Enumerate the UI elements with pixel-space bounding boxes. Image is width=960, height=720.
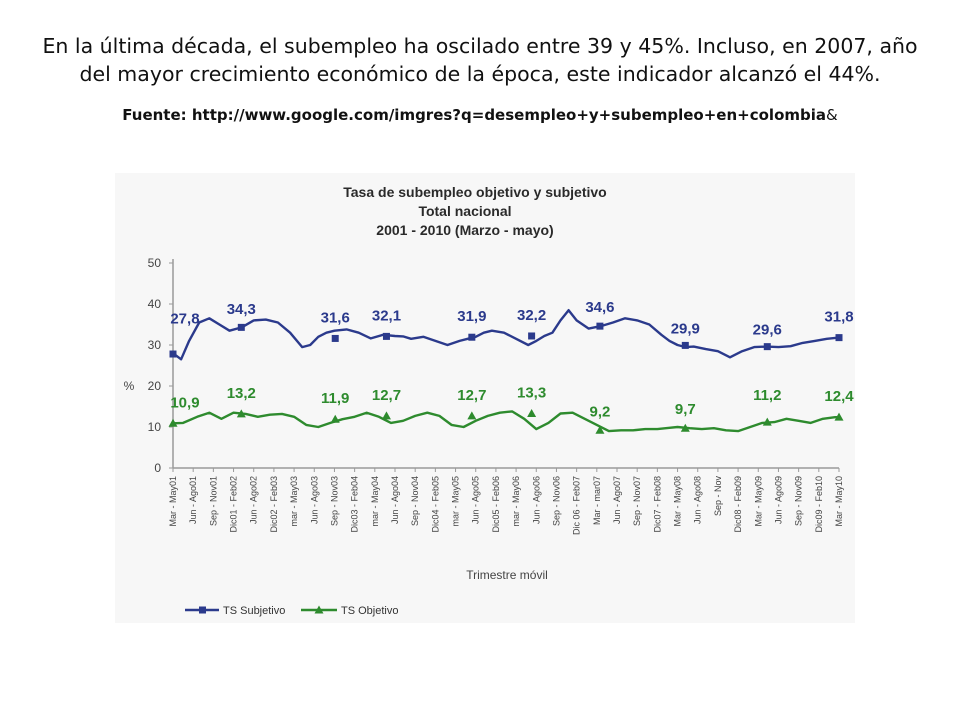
data-point-ts-subjetivo: [382, 332, 390, 340]
x-tick-label: Dic03 - Feb04: [350, 476, 360, 533]
x-tick-label: Jun - Ago03: [309, 476, 319, 524]
x-tick-label: Mar - May08: [673, 476, 683, 527]
data-label-ts-subjetivo: 31,6: [321, 309, 350, 326]
data-label-ts-subjetivo: 34,3: [227, 301, 256, 318]
x-tick-label: Sep - Nov04: [410, 476, 420, 526]
data-label-ts-subjetivo: 32,2: [517, 307, 546, 324]
series-line-ts-subjetivo: [172, 308, 840, 361]
intro-text: En la última década, el subempleo ha osc…: [0, 32, 960, 88]
x-tick-label: Mar - May10: [834, 476, 844, 527]
data-point-ts-objetivo: [834, 412, 844, 421]
data-point-ts-objetivo: [236, 409, 246, 418]
data-point-ts-subjetivo: [237, 323, 245, 331]
x-tick-label: Dic09 - Feb10: [814, 476, 824, 533]
x-tick-label: Sep - Nov01: [208, 476, 218, 526]
x-tick-label: Sep - Nov07: [632, 476, 642, 526]
data-point-ts-subjetivo: [331, 334, 339, 342]
source-url-tail: &: [826, 106, 838, 124]
data-point-ts-subjetivo: [763, 343, 771, 351]
data-label-ts-subjetivo: 29,6: [753, 322, 782, 339]
chart-title-line-2: Total nacional: [418, 203, 511, 219]
data-point-ts-subjetivo: [596, 322, 604, 330]
data-label-ts-objetivo: 9,2: [589, 403, 610, 420]
x-tick-label: Dic08 - Feb09: [733, 476, 743, 533]
data-label-ts-objetivo: 12,7: [457, 387, 486, 404]
x-tick-label: Sep - Nov09: [794, 476, 804, 526]
data-label-ts-subjetivo: 31,8: [824, 309, 853, 326]
x-tick-label: Dic02 - Feb03: [269, 476, 279, 533]
x-tick-label: Sep - Nov03: [329, 476, 339, 526]
data-label-ts-objetivo: 11,2: [753, 387, 781, 404]
subemployment-line-chart: Tasa de subempleo objetivo y subjetivo To…: [124, 184, 855, 617]
data-point-ts-objetivo: [680, 423, 690, 432]
data-label-ts-subjetivo: 31,9: [457, 308, 486, 325]
x-tick-label: mar - May03: [289, 476, 299, 527]
data-point-ts-objetivo: [381, 411, 391, 420]
data-label-ts-objetivo: 13,3: [517, 384, 546, 401]
x-tick-label: Dic04 - Feb05: [430, 476, 440, 533]
x-tick-label: Dic01 - Feb02: [229, 476, 239, 533]
x-tick-label: Dic 06 - Feb07: [572, 476, 582, 535]
data-point-ts-objetivo: [330, 414, 340, 423]
x-tick-label: Jun - Ago09: [773, 476, 783, 524]
data-label-ts-objetivo: 9,7: [675, 401, 696, 418]
x-tick-label: Jun - Ago06: [531, 476, 541, 524]
chart-title-line-1: Tasa de subempleo objetivo y subjetivo: [343, 184, 606, 200]
intro-line-1: En la última década, el subempleo ha osc…: [42, 34, 918, 58]
data-point-ts-subjetivo: [528, 332, 536, 340]
chart-title-line-3: 2001 - 2010 (Marzo - mayo): [376, 222, 553, 238]
x-tick-label: Jun - Ago02: [249, 476, 259, 524]
x-tick-label: Sep - Nov: [713, 476, 723, 517]
y-axis-label: %: [124, 379, 135, 393]
data-point-ts-objetivo: [467, 411, 477, 420]
y-tick-label: 10: [148, 420, 162, 434]
data-point-ts-subjetivo: [169, 350, 177, 358]
y-tick-label: 50: [148, 256, 162, 270]
x-tick-label: Mar - mar07: [592, 476, 602, 525]
x-tick-label: Dic05 - Feb06: [491, 476, 501, 533]
chart-image: Tasa de subempleo objetivo y subjetivo To…: [115, 173, 855, 623]
data-point-ts-objetivo: [527, 408, 537, 417]
intro-line-2: del mayor crecimiento económico de la ép…: [79, 62, 881, 86]
y-tick-label: 30: [148, 338, 162, 352]
data-label-ts-subjetivo: 32,1: [372, 307, 401, 324]
legend-marker-ts-objetivo: [314, 605, 324, 614]
series-line-ts-objetivo: [172, 410, 839, 433]
data-point-ts-subjetivo: [468, 333, 476, 341]
x-tick-label: Jun - Ago08: [693, 476, 703, 524]
y-tick-label: 0: [154, 461, 161, 475]
x-tick-label: Jun - Ago01: [188, 476, 198, 524]
y-tick-label: 40: [148, 297, 162, 311]
data-label-ts-objetivo: 13,2: [227, 385, 256, 402]
data-label-ts-objetivo: 11,9: [321, 390, 349, 407]
x-tick-label: Mar - May01: [168, 476, 178, 527]
data-label-ts-objetivo: 10,9: [170, 394, 199, 411]
data-label-ts-subjetivo: 34,6: [585, 299, 614, 316]
x-tick-label: mar - May04: [370, 476, 380, 527]
data-point-ts-subjetivo: [835, 334, 843, 342]
x-tick-label: Jun - Ago04: [390, 476, 400, 524]
x-tick-label: Sep - Nov06: [551, 476, 561, 526]
data-label-ts-objetivo: 12,4: [824, 388, 854, 405]
x-axis-label: Trimestre móvil: [466, 568, 548, 582]
data-label-ts-subjetivo: 27,8: [170, 310, 199, 327]
x-tick-label: mar - May06: [511, 476, 521, 527]
x-tick-label: mar - May05: [451, 476, 461, 527]
data-label-ts-subjetivo: 29,9: [671, 320, 700, 337]
legend-label-ts-objetivo: TS Objetivo: [341, 605, 398, 617]
data-point-ts-subjetivo: [681, 341, 689, 349]
x-tick-label: Jun - Ago07: [612, 476, 622, 524]
data-point-ts-objetivo: [762, 417, 772, 426]
legend-marker-ts-subjetivo: [199, 606, 206, 614]
data-label-ts-objetivo: 12,7: [372, 387, 401, 404]
x-tick-label: Jun - Ago05: [471, 476, 481, 524]
legend-label-ts-subjetivo: TS Subjetivo: [223, 605, 285, 617]
source-citation: Fuente: http://www.google.com/imgres?q=d…: [0, 106, 960, 124]
y-tick-label: 20: [148, 379, 162, 393]
x-tick-label: Mar - May09: [753, 476, 763, 527]
x-tick-label: Dic07 - Feb08: [652, 476, 662, 533]
source-url: Fuente: http://www.google.com/imgres?q=d…: [122, 106, 826, 124]
data-point-ts-objetivo: [168, 418, 178, 427]
data-point-ts-objetivo: [595, 425, 605, 434]
